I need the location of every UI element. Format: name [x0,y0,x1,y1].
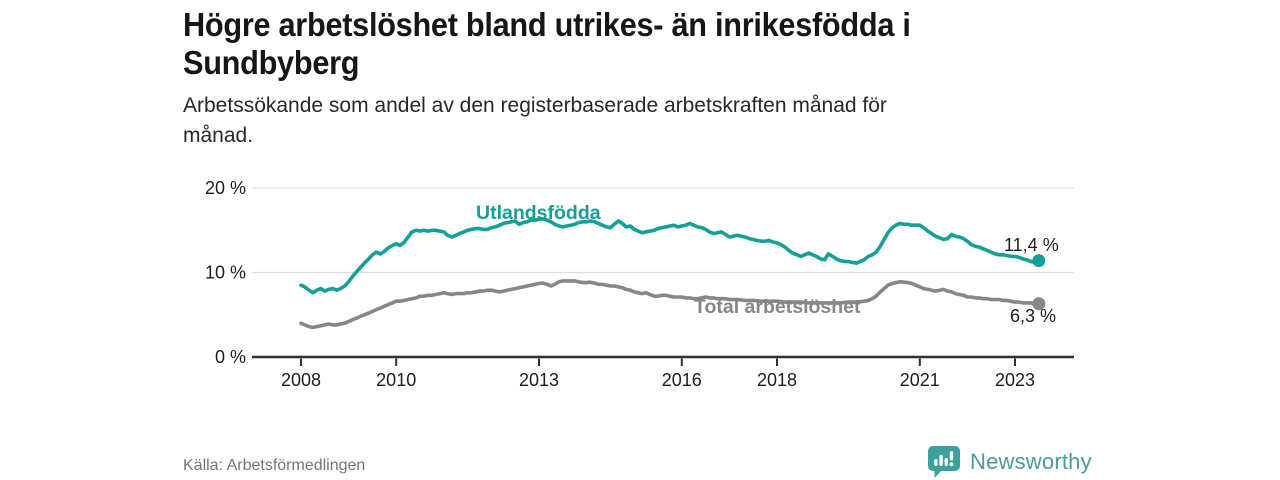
y-tick-label: 20 % [205,178,246,198]
x-tick-label: 2016 [662,370,702,390]
bar-chart-speech-bubble-icon [928,446,960,478]
x-tick-label: 2021 [900,370,940,390]
x-tick-label: 2023 [995,370,1035,390]
series-label: Total arbetslöshet [694,296,861,318]
x-tick-label: 2013 [519,370,559,390]
y-tick-label: 10 % [205,263,246,283]
bar-2 [939,455,943,466]
series-end-dot [1032,254,1046,268]
series-line-total-arbetsloshet [299,279,1041,330]
series-end-value-label: 11,4 % [1004,235,1059,255]
series-end-value-label: 6,3 % [1010,306,1056,326]
chart-subtitle-line-1: Arbetssökande som andel av den registerb… [183,94,887,117]
brand-name: Newsworthy [970,449,1092,474]
page-title-line-1: Högre arbetslöshet bland utrikes- än inr… [183,6,911,43]
brand-logo: Newsworthy [926,444,1092,480]
series-end-dot [1032,297,1046,311]
series-line-utlandsfodda [299,217,1041,295]
bar-1 [934,459,938,466]
y-tick-label: 0 % [215,347,246,367]
exclamation-dot [949,462,954,467]
series-label: Utlandsfödda [476,202,601,224]
x-tick-label: 2018 [757,370,797,390]
bar-3 [944,458,948,466]
exclamation-stroke [949,451,954,461]
source-attribution: Källa: Arbetsförmedlingen [183,457,366,474]
page-title-line-2: Sundbyberg [183,44,360,81]
speech-bubble-shape [928,446,960,478]
x-tick-label: 2008 [281,370,321,390]
chart-subtitle-line-2: månad. [183,124,254,147]
x-tick-label: 2010 [376,370,416,390]
